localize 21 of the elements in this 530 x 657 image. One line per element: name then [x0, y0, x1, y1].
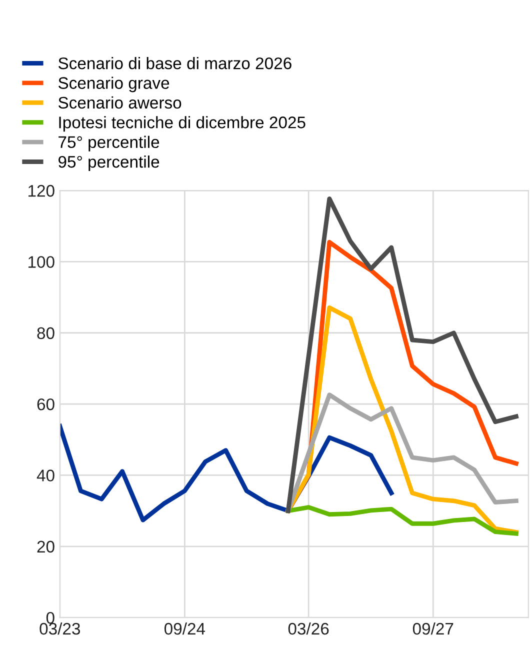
line-series	[286, 305, 518, 534]
y-tick-label: 20	[37, 540, 54, 553]
legend-label: 95° percentile	[58, 156, 160, 172]
legend-label: Ipotesi tecniche di dicembre 2025	[59, 116, 306, 132]
x-tick-label: 03/23	[40, 622, 80, 635]
y-tick-label: 120	[28, 184, 54, 197]
line-series	[60, 424, 394, 522]
y-tick-label: 40	[36, 470, 54, 482]
legend-label: 75° percentile	[58, 136, 160, 152]
y-tick-label: 0	[46, 612, 54, 624]
x-tick-label: 03/26	[288, 622, 329, 635]
y-tick-label: 80	[37, 327, 54, 340]
line-series	[286, 505, 518, 536]
x-tick-label: 09/27	[412, 622, 454, 635]
y-tick-label: 60	[37, 398, 54, 410]
legend-label: Scenario di base di marzo 2026	[58, 57, 292, 70]
legend-label: Scenario grave	[58, 76, 170, 92]
line-series	[286, 392, 518, 514]
x-tick-label: 09/24	[164, 622, 206, 635]
y-tick-label: 100	[28, 256, 54, 268]
legend-label: Scenario awerso	[58, 96, 182, 109]
